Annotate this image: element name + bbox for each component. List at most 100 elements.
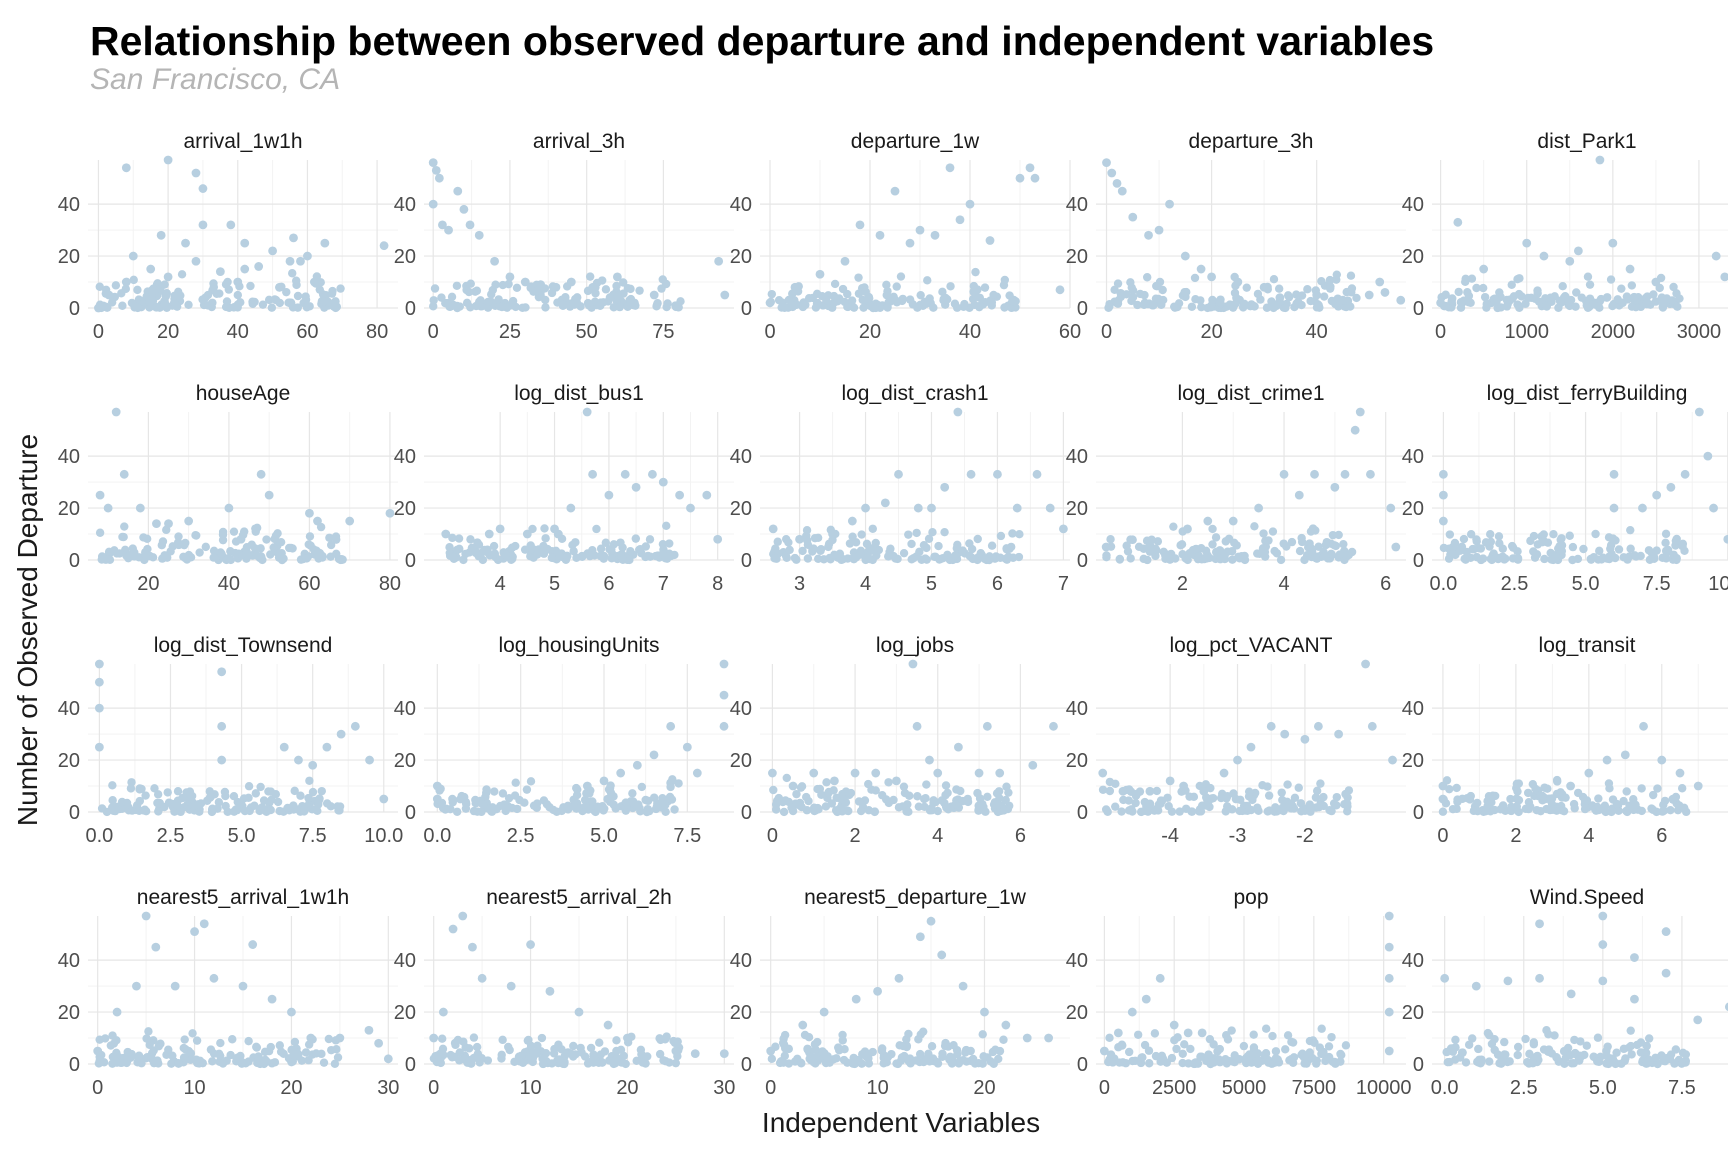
data-point [462, 298, 472, 308]
data-point [1591, 529, 1600, 539]
data-point [686, 503, 695, 513]
data-point [1151, 551, 1160, 561]
data-point [1300, 1059, 1309, 1068]
data-point [892, 1059, 901, 1068]
data-point [448, 924, 458, 934]
data-point [601, 538, 611, 547]
data-point [1115, 554, 1125, 564]
data-point [547, 553, 557, 563]
data-point [1513, 787, 1522, 796]
data-point [95, 528, 105, 537]
data-point [1280, 803, 1290, 813]
data-point [314, 554, 323, 563]
data-point [112, 1007, 122, 1017]
data-point [947, 1059, 957, 1068]
data-point [1311, 553, 1321, 563]
data-point [1473, 798, 1482, 808]
data-point [254, 1052, 263, 1061]
data-point [594, 804, 604, 813]
data-point [545, 986, 555, 996]
data-point [1347, 284, 1357, 293]
data-point [469, 1053, 478, 1063]
data-point [1548, 805, 1558, 815]
data-point [859, 303, 868, 312]
data-point [1678, 539, 1688, 549]
data-point [117, 804, 127, 813]
data-point [467, 543, 477, 552]
data-point [218, 530, 228, 539]
data-point [1242, 283, 1251, 292]
data-point [1312, 290, 1322, 300]
x-tick-label: 10.0 [1708, 573, 1728, 595]
data-point [1558, 281, 1567, 291]
data-point [925, 755, 934, 765]
data-point [626, 546, 635, 556]
data-point [1617, 284, 1626, 293]
data-point [1259, 282, 1269, 292]
data-point [813, 1037, 822, 1047]
data-point [94, 659, 104, 669]
data-point [1117, 807, 1126, 816]
data-point [1450, 538, 1460, 548]
data-point [609, 800, 618, 809]
panel-title: log_pct_VACANT [1169, 634, 1332, 657]
data-point [1585, 280, 1595, 289]
data-point [1583, 272, 1593, 281]
data-point [466, 279, 475, 288]
data-point [1216, 298, 1225, 307]
data-point [104, 547, 114, 557]
x-axis-label: Independent Variables [761, 1107, 1041, 1138]
data-point [557, 534, 567, 544]
data-point [1478, 554, 1488, 563]
data-point [1666, 482, 1676, 492]
data-point [379, 241, 389, 251]
data-point [978, 1030, 987, 1039]
data-point [637, 1050, 646, 1059]
data-point [501, 550, 511, 560]
x-tick-label: 6 [1015, 825, 1026, 847]
data-point [205, 787, 214, 796]
data-point [547, 1059, 557, 1068]
data-point [1507, 541, 1517, 551]
data-point [1547, 297, 1556, 306]
data-point [980, 554, 989, 564]
data-point [1258, 781, 1267, 790]
data-point [202, 796, 212, 805]
x-tick-label: 40 [227, 321, 249, 343]
data-point [301, 1048, 311, 1057]
data-point [1276, 555, 1286, 565]
x-tick-label: 2000 [1591, 321, 1636, 343]
point-cloud [429, 1032, 684, 1069]
data-point [1627, 281, 1637, 290]
data-point [661, 807, 670, 816]
data-point [1248, 795, 1257, 805]
data-point [1561, 292, 1570, 301]
x-tick-label: 20 [157, 321, 179, 343]
data-point [1264, 536, 1273, 545]
data-point [1657, 1051, 1666, 1060]
data-point [524, 1035, 533, 1045]
data-point [250, 297, 259, 307]
data-point [589, 1052, 598, 1061]
data-point [1481, 806, 1491, 816]
x-tick-label: 10 [866, 1077, 888, 1099]
data-point [675, 490, 685, 500]
y-tick-label: 40 [730, 950, 752, 972]
data-point [1523, 293, 1533, 303]
data-point [472, 286, 482, 295]
data-point [934, 541, 943, 551]
data-point [612, 1036, 621, 1045]
data-point [563, 801, 573, 811]
data-point [428, 199, 438, 209]
data-point [1720, 272, 1728, 282]
data-point [766, 1046, 776, 1056]
data-point [1622, 787, 1631, 796]
data-point [569, 1041, 578, 1051]
data-point [926, 916, 936, 926]
data-point [902, 1042, 911, 1052]
data-point [1008, 296, 1017, 306]
data-point [474, 540, 484, 549]
data-point [907, 539, 916, 549]
data-point [1102, 158, 1111, 167]
data-point [550, 524, 559, 534]
